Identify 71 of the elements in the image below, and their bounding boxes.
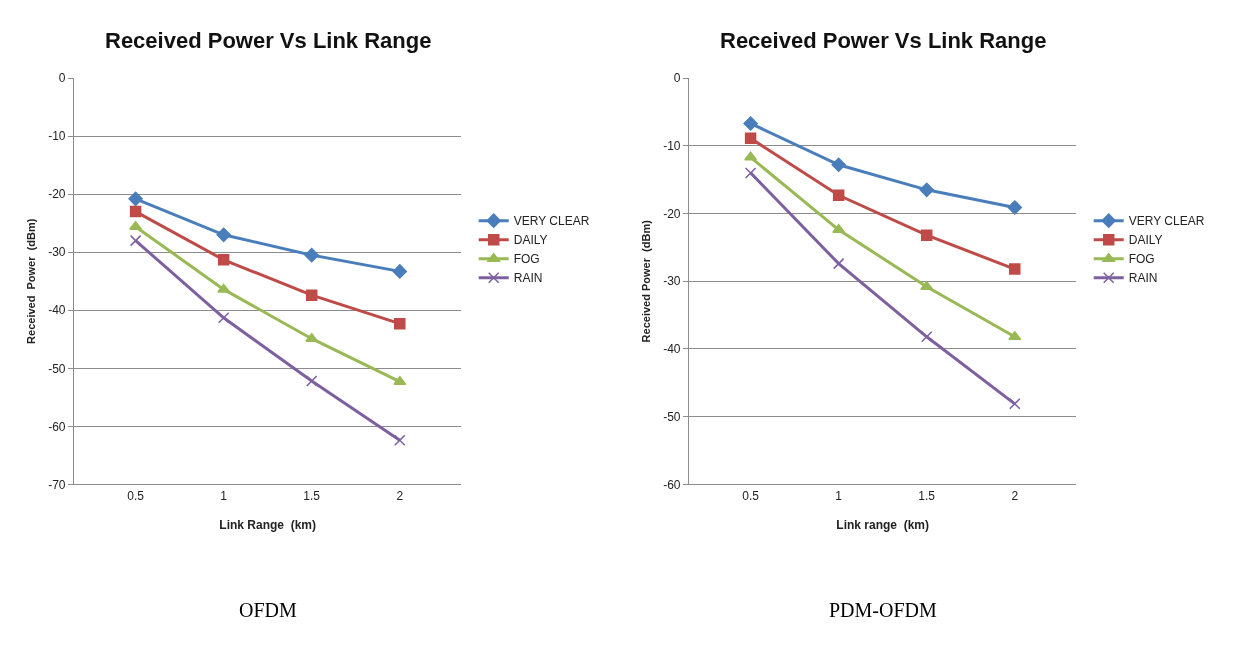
x-tick-label: 1 xyxy=(835,488,843,503)
point xyxy=(304,247,319,263)
y-tick-label: -10 xyxy=(663,139,681,154)
y-tick-label: 0 xyxy=(58,71,66,86)
legend-label: VERY CLEAR xyxy=(513,214,590,229)
point xyxy=(831,157,846,173)
point xyxy=(129,234,142,247)
point xyxy=(832,257,845,270)
y-tick-label: -60 xyxy=(48,419,66,434)
y-axis-title: Received Power (dBm) xyxy=(639,219,652,343)
point xyxy=(920,229,933,241)
point xyxy=(743,116,758,131)
y-tick-label: -50 xyxy=(48,361,66,376)
point xyxy=(920,331,933,343)
y-tick-label: -10 xyxy=(48,129,66,144)
x-tick-label: 0.5 xyxy=(742,488,760,503)
legend-label: DAILY xyxy=(513,233,548,248)
x-axis-title: Link range (km) xyxy=(836,517,930,532)
y-tick-label: -50 xyxy=(663,409,681,424)
point xyxy=(216,227,231,243)
point xyxy=(744,151,758,161)
x-tick-label: 1.5 xyxy=(303,488,321,503)
point xyxy=(392,264,408,279)
y-axis-title: Received Power (dBm) xyxy=(24,218,37,344)
point xyxy=(744,132,757,145)
x-tick-label: 2 xyxy=(1011,488,1019,503)
point xyxy=(129,220,143,230)
y-tick-label: -30 xyxy=(48,245,66,260)
point xyxy=(305,289,318,301)
chart-title: Received Power Vs Link Range xyxy=(105,28,432,53)
chart-title: Received Power Vs Link Range xyxy=(720,28,1047,53)
point xyxy=(305,375,318,387)
point xyxy=(217,312,230,324)
point xyxy=(128,191,143,207)
y-tick-label: -70 xyxy=(48,477,66,492)
text: OFDM xyxy=(239,599,298,621)
point xyxy=(1009,263,1021,275)
point xyxy=(744,167,757,179)
point xyxy=(1009,398,1021,410)
y-tick-label: -40 xyxy=(48,303,66,318)
y-tick-label: 0 xyxy=(673,71,681,86)
y-tick-label: -60 xyxy=(663,477,681,492)
point xyxy=(394,317,406,330)
y-tick-label: -20 xyxy=(663,206,681,221)
point xyxy=(217,283,231,293)
point xyxy=(1008,331,1022,341)
point xyxy=(919,182,934,198)
point xyxy=(1007,200,1023,215)
text: PDM-OFDM xyxy=(829,599,938,621)
y-tick-label: -20 xyxy=(48,187,66,202)
legend-label: DAILY xyxy=(1128,233,1163,248)
legend-label: FOG xyxy=(513,252,540,267)
point xyxy=(832,189,845,201)
point xyxy=(129,205,142,218)
y-tick-label: -30 xyxy=(663,274,681,289)
point xyxy=(832,224,846,234)
x-tick-label: 1 xyxy=(220,488,228,503)
x-tick-label: 2 xyxy=(396,488,404,503)
y-tick-label: -40 xyxy=(663,342,681,357)
x-tick-label: 1.5 xyxy=(918,488,936,503)
point xyxy=(920,280,934,290)
legend-label: FOG xyxy=(1128,252,1155,267)
point xyxy=(217,254,230,266)
x-tick-label: 0.5 xyxy=(127,488,145,503)
legend-label: RAIN xyxy=(1128,271,1158,286)
point xyxy=(394,434,406,447)
point xyxy=(305,332,319,342)
legend-label: VERY CLEAR xyxy=(1128,214,1205,229)
point xyxy=(393,375,407,385)
x-axis-title: Link Range (km) xyxy=(219,517,317,532)
legend-label: RAIN xyxy=(513,271,543,286)
